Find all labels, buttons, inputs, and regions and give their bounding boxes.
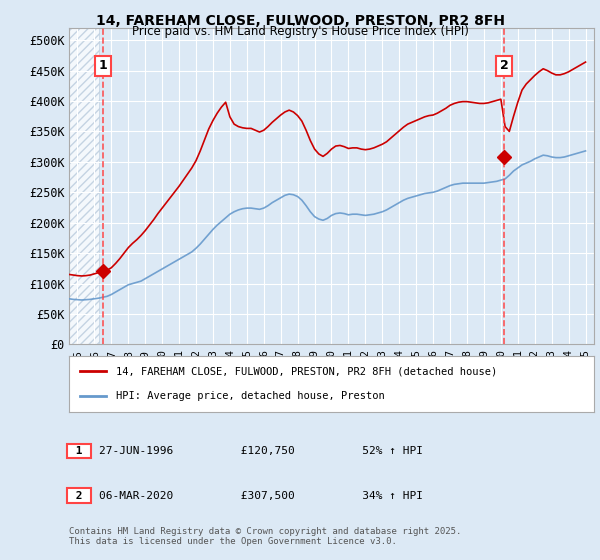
Text: 27-JUN-1996          £120,750          52% ↑ HPI: 27-JUN-1996 £120,750 52% ↑ HPI bbox=[99, 446, 423, 456]
Text: Price paid vs. HM Land Registry's House Price Index (HPI): Price paid vs. HM Land Registry's House … bbox=[131, 25, 469, 38]
Text: 2: 2 bbox=[69, 491, 89, 501]
Text: Contains HM Land Registry data © Crown copyright and database right 2025.
This d: Contains HM Land Registry data © Crown c… bbox=[69, 526, 461, 546]
Bar bbox=[69, 28, 100, 344]
Bar bbox=[69, 28, 100, 344]
Text: 2: 2 bbox=[500, 59, 508, 72]
Text: 06-MAR-2020          £307,500          34% ↑ HPI: 06-MAR-2020 £307,500 34% ↑ HPI bbox=[99, 491, 423, 501]
Text: 1: 1 bbox=[69, 446, 89, 456]
Text: 14, FAREHAM CLOSE, FULWOOD, PRESTON, PR2 8FH: 14, FAREHAM CLOSE, FULWOOD, PRESTON, PR2… bbox=[95, 14, 505, 28]
Text: 14, FAREHAM CLOSE, FULWOOD, PRESTON, PR2 8FH (detached house): 14, FAREHAM CLOSE, FULWOOD, PRESTON, PR2… bbox=[116, 366, 497, 376]
Text: 1: 1 bbox=[98, 59, 107, 72]
Text: HPI: Average price, detached house, Preston: HPI: Average price, detached house, Pres… bbox=[116, 391, 385, 401]
